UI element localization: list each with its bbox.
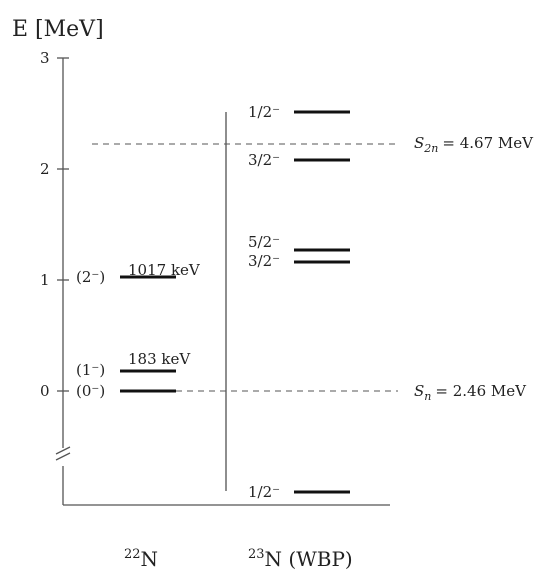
spin-22n-0minus: (0⁻)	[76, 382, 105, 400]
spin-23n-3half-upper: 3/2⁻	[248, 151, 280, 169]
tick-label-1: 1	[40, 271, 50, 289]
tick-label-3: 3	[40, 49, 50, 67]
spin-23n-half-top: 1/2⁻	[248, 103, 280, 121]
energy-22n-1017: 1017 keV	[128, 261, 201, 279]
axis-break-mark-1	[55, 446, 71, 455]
spin-22n-2minus: (2⁻)	[76, 268, 105, 286]
nucleus-label-22n: 22N	[124, 547, 158, 571]
energy-22n-183: 183 keV	[128, 350, 191, 368]
spin-22n-1minus: (1⁻)	[76, 361, 105, 379]
axis-title: E [MeV]	[12, 17, 104, 42]
spin-23n-half-bottom: 1/2⁻	[248, 483, 280, 501]
nucleus-label-23n: 23N (WBP)	[248, 547, 353, 571]
spin-23n-3half-lower: 3/2⁻	[248, 252, 280, 270]
threshold-sn-label: Sn = 2.46 MeV	[414, 382, 527, 403]
threshold-s2n-label: S2n = 4.67 MeV	[414, 134, 534, 155]
spin-23n-5half: 5/2⁻	[248, 233, 280, 251]
tick-label-0: 0	[40, 382, 50, 400]
axis-break-mark-2	[55, 452, 71, 461]
tick-label-2: 2	[40, 160, 50, 178]
